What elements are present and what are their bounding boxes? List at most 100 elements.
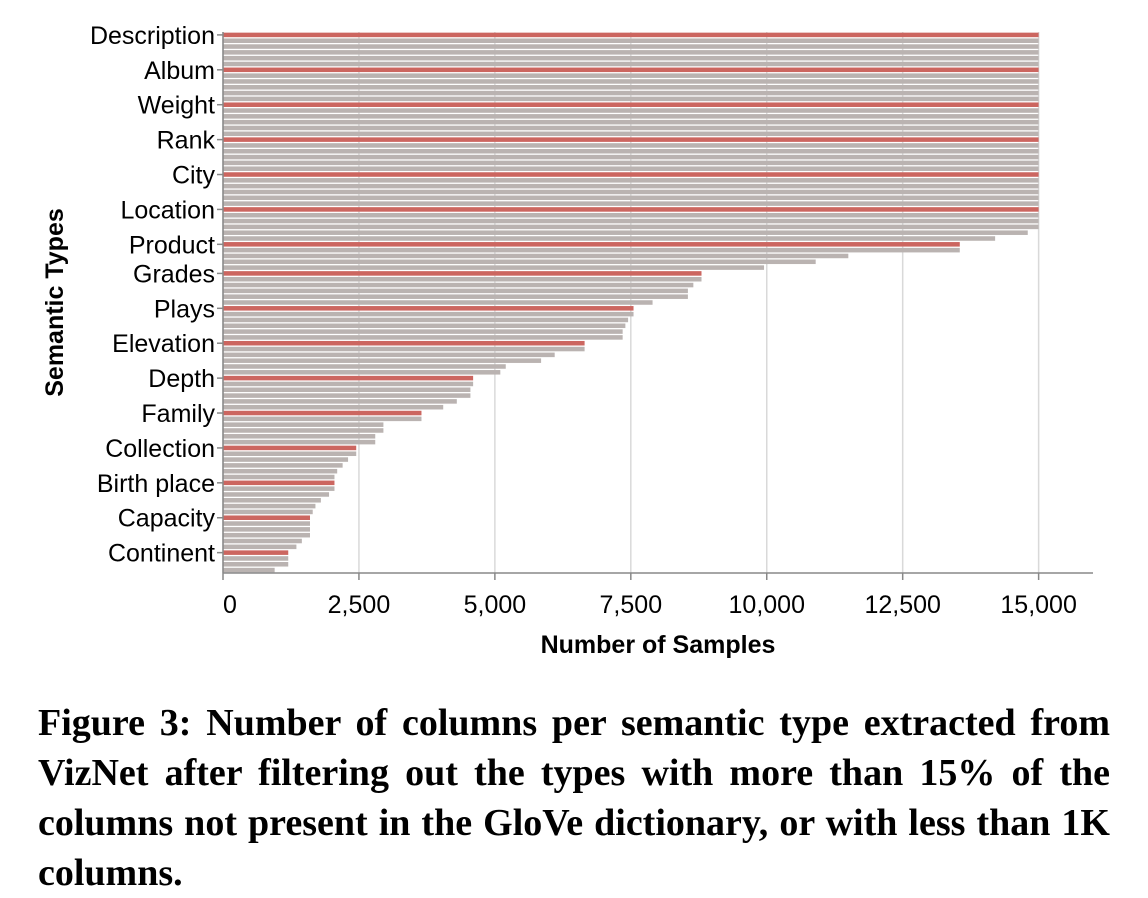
bar [223, 201, 1039, 206]
bar [223, 247, 960, 253]
y-tick-label: Depth [148, 365, 215, 393]
bar [223, 282, 694, 288]
bar [223, 131, 1039, 137]
bar [223, 218, 1039, 224]
bar [223, 468, 338, 474]
bar [223, 79, 1039, 84]
bar [223, 236, 996, 241]
bar [223, 189, 1039, 195]
bar-highlighted [223, 32, 1039, 38]
y-tick-label: Plays [154, 295, 215, 323]
bar [223, 463, 343, 468]
bar-highlighted [223, 410, 422, 416]
bar [223, 492, 330, 497]
bar [223, 84, 1039, 90]
bar [223, 439, 376, 445]
bar [223, 50, 1039, 55]
bar [223, 352, 555, 358]
x-tick-label: 10,000 [729, 591, 805, 619]
bar [223, 55, 1039, 61]
bar [223, 96, 1039, 102]
bar [223, 300, 653, 305]
bar [223, 387, 471, 393]
bar [223, 364, 506, 369]
bar [223, 538, 302, 544]
bar [223, 38, 1039, 43]
bar [223, 346, 585, 352]
bars [223, 32, 1039, 573]
y-tick-label: Album [144, 57, 215, 85]
bar [223, 212, 1039, 218]
y-axis-title: Semantic Types [41, 208, 69, 397]
bar-highlighted [223, 515, 310, 521]
bar [223, 474, 335, 480]
bar-highlighted [223, 242, 960, 247]
bar-highlighted [223, 550, 289, 555]
bar [223, 311, 634, 317]
y-tick-label: City [172, 162, 216, 190]
bar [223, 567, 275, 573]
bar [223, 119, 1039, 125]
bar [223, 521, 310, 526]
bar [223, 288, 688, 294]
bar-highlighted [223, 445, 357, 451]
y-tick-label: Birth place [97, 470, 215, 498]
y-tick-label: Family [141, 400, 215, 428]
bar-highlighted [223, 172, 1039, 177]
figure-caption: Figure 3: Number of columns per semantic… [38, 702, 1110, 894]
bar [223, 416, 422, 422]
bar [223, 166, 1039, 171]
y-tick-label: Elevation [112, 330, 215, 358]
y-tick-label: Product [129, 231, 215, 259]
bar-highlighted [223, 375, 474, 381]
bar [223, 509, 313, 515]
bar [223, 114, 1039, 119]
bar [223, 422, 384, 427]
bar [223, 434, 376, 439]
bar [223, 457, 349, 462]
bar [223, 498, 321, 503]
bar [223, 183, 1039, 189]
bar [223, 90, 1039, 96]
bar-highlighted [223, 137, 1039, 142]
bar [223, 108, 1039, 113]
bar [223, 253, 849, 259]
bar [223, 230, 1028, 235]
bar [223, 61, 1039, 67]
x-tick-label: 15,000 [1000, 591, 1076, 619]
bar-highlighted [223, 480, 335, 486]
y-tick-label: Description [90, 22, 215, 50]
bar-highlighted [223, 207, 1039, 212]
bar [223, 329, 623, 334]
bar [223, 224, 1039, 230]
bar-highlighted [223, 340, 585, 346]
bar [223, 532, 310, 538]
bar [223, 381, 474, 387]
x-tick-label: 7,500 [600, 591, 663, 619]
bar [223, 276, 702, 282]
y-tick-label: Collection [105, 435, 215, 463]
bar [223, 148, 1039, 154]
bar-chart: Description Album Weight Rank City Location Pr… [41, 22, 1093, 659]
bar [223, 160, 1039, 166]
bar [223, 125, 1039, 131]
bar [223, 370, 501, 375]
bar [223, 556, 289, 561]
bar-highlighted [223, 102, 1039, 107]
x-ticks: 0 2,500 5,000 7,500 10,000 12,500 15,000 [222, 573, 1077, 619]
x-tick-label: 0 [223, 591, 237, 619]
bar [223, 44, 1039, 49]
x-tick-label: 12,500 [864, 591, 940, 619]
bar-highlighted [223, 306, 634, 311]
bar-highlighted [223, 67, 1039, 73]
bar [223, 294, 688, 299]
y-tick-labels: Description Album Weight Rank City Location Pr… [90, 22, 223, 568]
bar [223, 393, 471, 398]
bar [223, 178, 1039, 183]
bar [223, 265, 765, 270]
y-tick-label: Rank [157, 127, 216, 155]
bar [223, 527, 310, 532]
bar [223, 428, 384, 433]
bar [223, 143, 1039, 148]
bar [223, 317, 629, 323]
